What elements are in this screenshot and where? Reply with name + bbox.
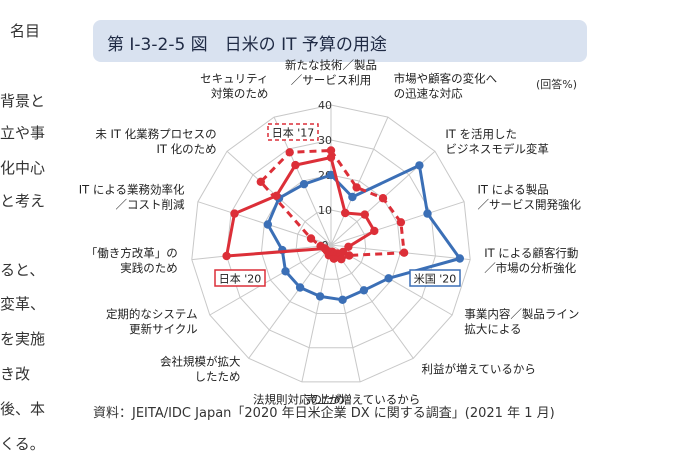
body-text-fragment: 後、本: [0, 400, 46, 418]
grid-ring: [295, 209, 367, 280]
data-point: [352, 183, 361, 192]
data-point: [338, 295, 347, 304]
data-point: [378, 194, 388, 203]
body-text-fragment: き改: [0, 365, 31, 383]
category-label: IT による業務効率化: [79, 182, 185, 196]
data-point: [222, 251, 231, 261]
figure-title-bar: 第 I-3-2-5 図 日米の IT 予算の用途: [93, 20, 587, 62]
legend-label: 日本 '20: [219, 272, 262, 286]
category-label: したため: [195, 370, 241, 384]
category-label: 法規則対応のため: [253, 393, 345, 407]
tick-label: 10: [318, 204, 332, 217]
data-point: [423, 209, 432, 218]
data-point: [316, 241, 325, 251]
data-point: [337, 255, 346, 264]
data-point: [263, 220, 272, 229]
body-text-fragment: ると、: [0, 261, 45, 279]
data-point: [345, 251, 354, 260]
category-label: 売上が増えているから: [306, 393, 420, 407]
body-text-fragments: 名目背景と立や事化中心と考えると、変革、を実施き改後、本くる。: [0, 0, 70, 465]
category-label: の迅速な対応: [394, 86, 463, 100]
category-label: IT 化のため: [157, 142, 217, 156]
body-text-fragment: を実施: [0, 330, 46, 348]
series-line: [266, 163, 462, 302]
category-label: IT による製品: [478, 182, 549, 196]
grid-spoke: [330, 244, 361, 383]
tick-label: 30: [318, 134, 332, 147]
data-point: [315, 292, 325, 301]
body-text-fragment: と考え: [0, 192, 46, 210]
category-label: 拡大による: [464, 322, 521, 336]
data-point: [291, 160, 300, 170]
category-label: 更新サイクル: [129, 322, 197, 336]
category-label: 定期的なシステム: [106, 307, 198, 321]
body-text-fragment: 立や事: [0, 124, 46, 142]
category-label: ／市場の分析強化: [484, 261, 576, 275]
data-point: [341, 208, 350, 218]
grid-ring: [260, 174, 402, 314]
data-point: [348, 192, 357, 202]
category-label: 利益が増えているから: [422, 362, 536, 376]
unit-note: (回答%): [536, 78, 578, 91]
category-label: IT による顧客行動: [484, 246, 578, 260]
category-label: 「働き方改革」の: [86, 246, 178, 260]
category-label: ／サービス開発強化: [478, 197, 582, 211]
grid-spoke: [330, 244, 414, 359]
grid-spoke: [330, 116, 389, 246]
grid-ring: [191, 104, 471, 383]
body-text-fragment: 背景と: [0, 92, 46, 110]
legend-box: [409, 269, 461, 287]
data-point: [256, 177, 265, 186]
figure-source: 資料：JEITA/IDC Japan「2020 年日米企業 DX に関する調査」…: [93, 406, 555, 421]
legend-box: [267, 123, 319, 141]
category-label: 未 IT 化業務プロセスの: [95, 127, 216, 141]
tick-label: 40: [318, 99, 332, 112]
grid-spoke: [301, 244, 332, 383]
data-point: [396, 218, 406, 227]
figure-title: 第 I-3-2-5 図 日米の IT 予算の用途: [107, 35, 387, 55]
legend-box: [214, 269, 266, 287]
category-label: IT を活用した: [445, 127, 517, 141]
data-point: [281, 267, 290, 276]
data-point: [326, 170, 336, 180]
category-label: 事業内容／製品ライン: [464, 307, 579, 321]
series-line: [225, 156, 376, 261]
data-point: [455, 254, 464, 263]
category-label: 実践のため: [120, 261, 178, 275]
body-text-fragment: くる。: [0, 435, 45, 453]
legend-label: 米国 '20: [414, 273, 457, 286]
grid-spoke: [209, 244, 332, 316]
data-point: [359, 286, 369, 295]
data-point: [384, 274, 393, 283]
category-label: セキュリティ: [200, 71, 268, 85]
data-point: [285, 148, 294, 157]
data-point: [299, 180, 309, 189]
data-point: [399, 248, 409, 257]
data-point: [230, 209, 239, 218]
category-label: 会社規模が拡大: [160, 355, 241, 369]
category-label: ／コスト削減: [116, 197, 185, 211]
data-point: [306, 234, 316, 243]
body-text-fragment: 化中心: [0, 159, 46, 177]
category-label: 対策のため: [211, 86, 269, 100]
data-point: [360, 210, 369, 219]
grid-spoke: [248, 244, 332, 359]
category-label: ビジネスモデル変革: [445, 142, 549, 156]
data-point: [370, 226, 379, 236]
category-label: ／サービス利用: [291, 73, 372, 87]
body-text-fragment: 変革、: [0, 295, 46, 313]
grid-ring: [226, 139, 436, 349]
category-label: 市場や顧客の変化へ: [394, 71, 498, 85]
data-point: [295, 283, 305, 292]
data-point: [344, 242, 353, 251]
data-point: [415, 161, 424, 170]
data-point: [326, 146, 336, 155]
category-label: 新たな技術／製品: [285, 58, 377, 72]
legend-label: 日本 '17: [272, 126, 315, 140]
body-text-fragment: 名目: [10, 22, 41, 40]
